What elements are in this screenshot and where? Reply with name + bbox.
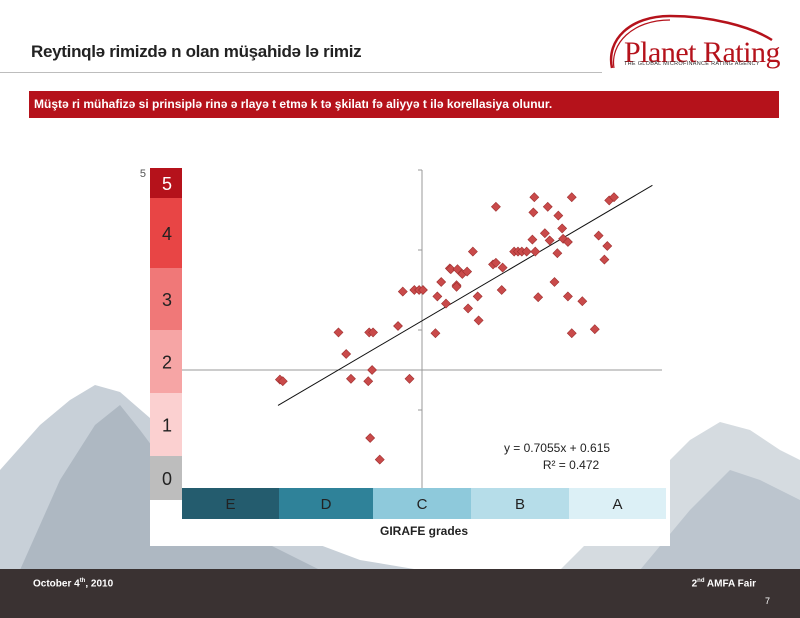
x-grade-label: C bbox=[417, 496, 428, 513]
y-scale-label: 1 bbox=[162, 416, 172, 436]
y-scale-label: 3 bbox=[162, 290, 172, 310]
data-point bbox=[496, 285, 507, 295]
data-point bbox=[527, 234, 538, 245]
footer-event: 2nd AMFA Fair bbox=[692, 578, 756, 589]
data-point bbox=[393, 321, 403, 331]
title-divider bbox=[0, 72, 602, 73]
y-scale-band bbox=[150, 168, 182, 198]
trendline bbox=[277, 184, 653, 406]
data-point bbox=[473, 315, 484, 326]
data-point bbox=[472, 291, 483, 302]
footer-event-name: AMFA Fair bbox=[704, 578, 756, 590]
x-grade-band bbox=[279, 488, 373, 519]
y-scale-label: 4 bbox=[162, 224, 172, 244]
x-grade-band bbox=[471, 488, 569, 519]
data-point bbox=[497, 262, 508, 273]
planet-rating-logo: Planet Rating THE GLOBAL MICROFINANCE RA… bbox=[600, 10, 785, 76]
data-point bbox=[602, 241, 613, 251]
data-point bbox=[562, 237, 573, 247]
data-point bbox=[589, 324, 600, 335]
data-point bbox=[341, 349, 352, 359]
x-grade-band bbox=[373, 488, 471, 519]
subtitle-banner: Müştə ri mühafizə si prinsiplə rinə ə rl… bbox=[29, 91, 779, 118]
trendline-r2: R² = 0.472 bbox=[543, 458, 600, 472]
data-point bbox=[593, 230, 604, 241]
data-point bbox=[553, 210, 564, 221]
data-point bbox=[562, 291, 573, 302]
logo-name: Planet Rating bbox=[624, 36, 780, 69]
y-scale-band bbox=[150, 198, 182, 268]
y-scale-band bbox=[150, 268, 182, 330]
footer-event-sup: nd bbox=[697, 578, 705, 584]
data-point bbox=[490, 257, 501, 268]
y-scale-band bbox=[150, 330, 182, 393]
data-point bbox=[432, 291, 443, 302]
data-point bbox=[529, 192, 540, 203]
footer-date: October 4th, 2010 bbox=[33, 578, 113, 589]
y-scale-label: 5 bbox=[162, 174, 172, 194]
y-scale-band bbox=[150, 456, 182, 500]
data-point bbox=[462, 266, 473, 277]
data-point bbox=[368, 327, 378, 338]
data-point bbox=[609, 192, 619, 203]
footer-date-year: , 2010 bbox=[85, 578, 114, 590]
data-point bbox=[552, 248, 563, 259]
chart-area bbox=[150, 166, 670, 546]
data-point bbox=[490, 201, 501, 212]
page-number: 7 bbox=[764, 596, 770, 606]
logo-tagline: THE GLOBAL MICROFINANCE RATING AGENCY bbox=[624, 61, 760, 67]
data-point bbox=[346, 373, 356, 384]
data-point bbox=[577, 296, 588, 307]
data-point bbox=[367, 365, 378, 375]
footer-date-main: October 4 bbox=[33, 578, 80, 590]
y-scale-label: 2 bbox=[162, 353, 172, 373]
data-point bbox=[397, 286, 408, 297]
data-point bbox=[452, 264, 463, 275]
x-grade-label: D bbox=[321, 496, 332, 513]
footer-event-num: 2 bbox=[691, 578, 698, 590]
data-point bbox=[557, 223, 568, 234]
y-axis-top-label: 5 bbox=[140, 168, 146, 180]
data-point bbox=[277, 376, 288, 387]
y-scale-band bbox=[150, 393, 182, 456]
data-point bbox=[549, 277, 560, 287]
data-point bbox=[566, 192, 577, 203]
data-point bbox=[530, 246, 541, 257]
footer-bar: October 4th, 2010 2nd AMFA Fair 7 bbox=[0, 569, 800, 618]
data-point bbox=[467, 246, 478, 257]
data-point bbox=[566, 328, 577, 339]
x-grade-label: A bbox=[612, 496, 622, 513]
x-grade-label: B bbox=[515, 496, 525, 513]
data-point bbox=[333, 327, 344, 338]
x-grade-band bbox=[569, 488, 666, 519]
data-point bbox=[430, 328, 441, 339]
y-scale-label: 0 bbox=[162, 469, 172, 489]
data-point bbox=[374, 454, 385, 465]
data-point bbox=[441, 298, 451, 309]
data-point bbox=[445, 264, 456, 275]
data-point bbox=[539, 228, 550, 239]
data-point bbox=[544, 235, 555, 246]
data-point bbox=[463, 303, 474, 314]
data-point bbox=[404, 373, 415, 384]
slide-title: Reytinqlə rimizdə n olan müşahidə lə rim… bbox=[31, 42, 362, 61]
data-point bbox=[365, 433, 376, 443]
data-point bbox=[528, 207, 539, 218]
trendline-equation: y = 0.7055x + 0.615 bbox=[504, 441, 610, 455]
data-point bbox=[599, 254, 610, 265]
x-grade-band bbox=[182, 488, 279, 519]
data-point bbox=[451, 281, 462, 292]
data-point bbox=[363, 376, 374, 387]
data-point bbox=[418, 285, 428, 295]
data-point bbox=[533, 292, 544, 303]
x-axis-label: GIRAFE grades bbox=[380, 524, 468, 538]
data-point bbox=[436, 277, 447, 287]
data-point bbox=[521, 246, 532, 257]
x-grade-label: E bbox=[225, 496, 235, 513]
data-point bbox=[542, 201, 553, 212]
banner-text: Müştə ri mühafizə si prinsiplə rinə ə rl… bbox=[34, 97, 553, 111]
logo-swoosh-icon bbox=[609, 14, 773, 69]
footer-date-sup: th bbox=[79, 578, 86, 584]
